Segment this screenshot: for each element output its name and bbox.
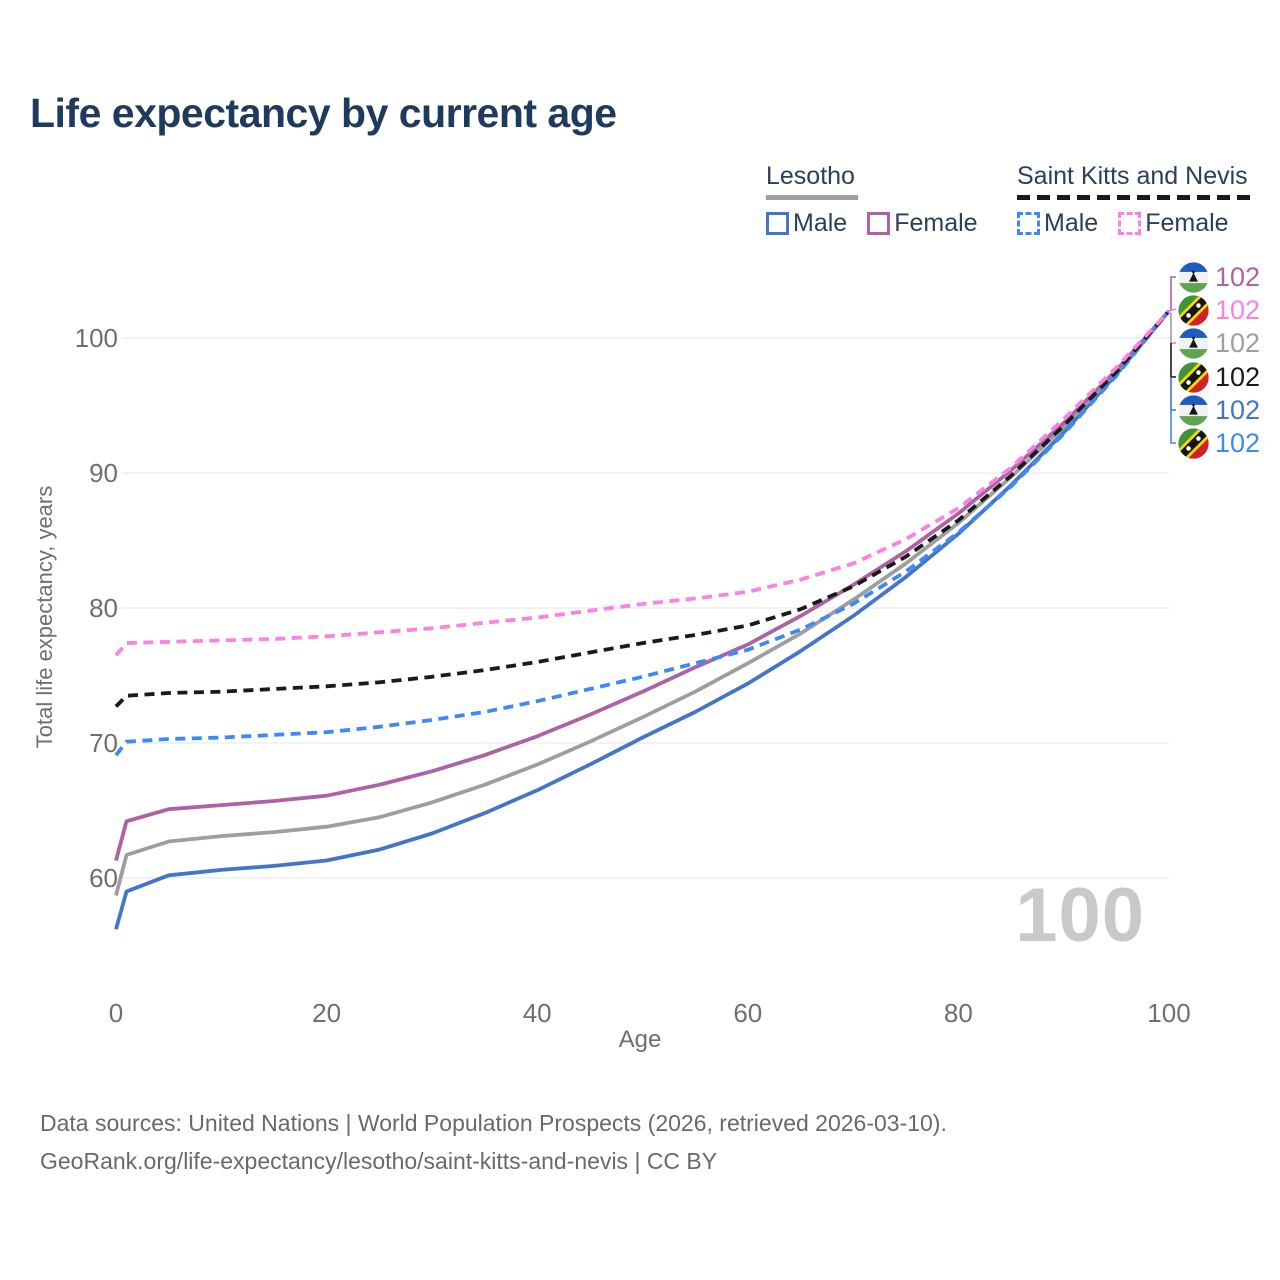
lesotho-flag-icon [1178, 394, 1209, 426]
male-dashed-swatch-icon [1017, 212, 1040, 235]
y-tick-label: 80 [89, 593, 118, 623]
end-value-row-skn-female: 102 [1178, 294, 1260, 326]
end-value-label: 102 [1215, 428, 1261, 458]
end-value-row-skn-total: 102 [1178, 361, 1260, 393]
y-tick-label: 60 [89, 863, 118, 893]
y-tick-label: 90 [89, 458, 118, 488]
series-line-skn-male[interactable] [114, 309, 1171, 757]
x-tick-label: 40 [522, 998, 552, 1028]
saint-kitts-flag-icon [1178, 361, 1209, 393]
legend-group-saint-kitts: Saint Kitts and Nevis Male Female [1017, 162, 1254, 238]
label-connector [1170, 343, 1176, 378]
legend-item-skn-male[interactable]: Male [1017, 209, 1098, 238]
lesotho-flag-icon [1178, 327, 1209, 359]
x-tick-label: 100 [1147, 998, 1191, 1028]
end-value-label: 102 [1215, 262, 1261, 292]
lesotho-flag-icon [1178, 261, 1209, 293]
legend-item-label: Male [1044, 209, 1099, 237]
end-value-label: 102 [1215, 295, 1261, 325]
attribution-line: GeoRank.org/life-expectancy/lesotho/sain… [40, 1148, 718, 1174]
dashed-line-swatch-icon [1017, 195, 1254, 200]
end-value-row-lesotho-female: 102 [1178, 261, 1260, 293]
label-connector [1168, 308, 1177, 312]
male-solid-swatch-icon [766, 212, 789, 235]
x-tick-label: 80 [943, 998, 973, 1028]
series-line-lesotho-male[interactable] [114, 309, 1171, 930]
label-connector [1170, 410, 1176, 444]
legend-item-lesotho-male[interactable]: Male [766, 209, 847, 238]
label-connector [1170, 313, 1176, 344]
legend-country-label: Lesotho [766, 162, 855, 190]
x-tick-label: 60 [733, 998, 763, 1028]
female-dashed-swatch-icon [1118, 212, 1142, 235]
legend-group-lesotho: Lesotho Male Female [766, 162, 978, 238]
x-axis-title: Age [618, 1026, 662, 1053]
saint-kitts-flag-icon [1178, 294, 1209, 326]
legend-item-label: Female [894, 209, 978, 237]
end-value-row-lesotho-total: 102 [1178, 327, 1260, 359]
end-value-label: 102 [1215, 395, 1261, 425]
label-connector [1168, 276, 1176, 312]
end-value-row-lesotho-male: 102 [1178, 394, 1260, 426]
end-value-label: 102 [1215, 362, 1261, 392]
x-tick-label: 20 [312, 998, 342, 1028]
legend-item-label: Female [1145, 209, 1229, 237]
series-line-skn-female[interactable] [114, 309, 1171, 657]
solid-line-swatch-icon [766, 195, 858, 200]
legend-item-label: Male [793, 209, 848, 237]
x-tick-label: 0 [108, 998, 124, 1028]
age-counter-watermark: 100 [1015, 873, 1145, 958]
legend-item-lesotho-female[interactable]: Female [867, 209, 978, 238]
legend-item-skn-female[interactable]: Female [1118, 209, 1229, 238]
series-line-skn-total[interactable] [114, 309, 1171, 708]
series-line-lesotho-female[interactable] [114, 309, 1171, 861]
end-value-label: 102 [1215, 328, 1261, 358]
female-solid-swatch-icon [867, 212, 891, 235]
y-tick-label: 70 [89, 728, 118, 758]
legend-country-label: Saint Kitts and Nevis [1017, 162, 1248, 190]
saint-kitts-flag-icon [1178, 427, 1209, 459]
end-value-row-skn-male: 102 [1178, 427, 1260, 459]
y-tick-label: 100 [74, 323, 118, 353]
footer: Data sources: United Nations | World Pop… [40, 1104, 947, 1180]
label-connector [1170, 377, 1176, 411]
data-sources-line: Data sources: United Nations | World Pop… [40, 1110, 947, 1136]
page-title: Life expectancy by current age [30, 90, 617, 136]
